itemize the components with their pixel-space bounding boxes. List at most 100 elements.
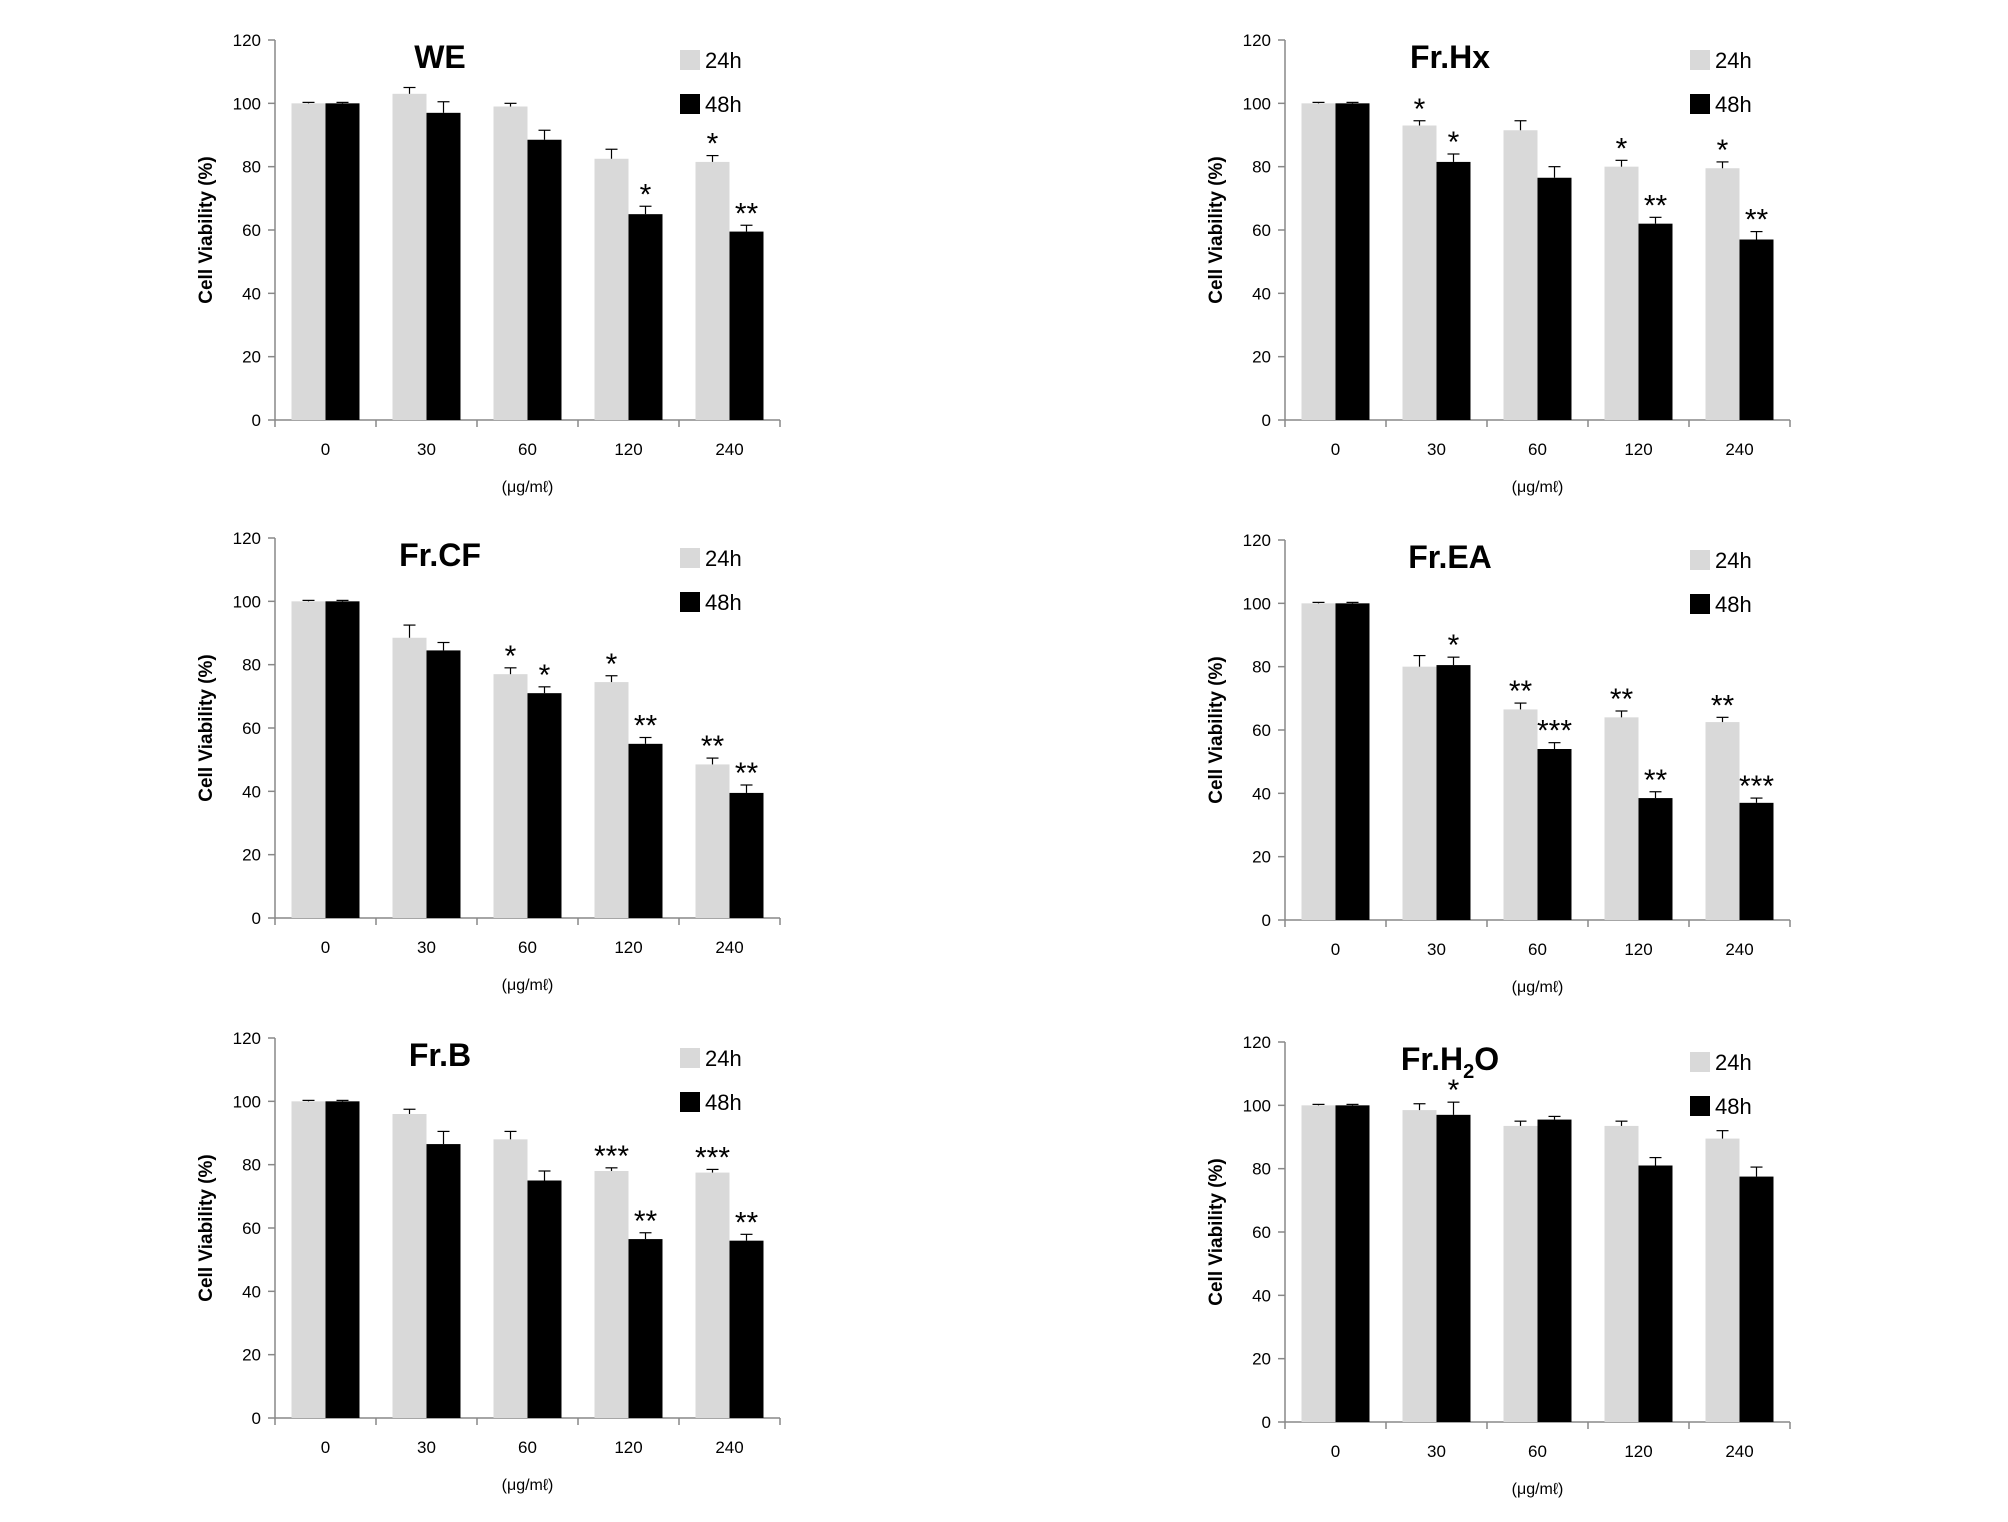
bar-24h-60 [1503, 130, 1538, 420]
error-bar-24h-240 [706, 757, 719, 765]
significance-mark-48h-240: *** [1739, 770, 1774, 803]
x-tick-label: 30 [1427, 440, 1446, 459]
error-bar-48h-120 [639, 205, 652, 215]
error-bar-48h-120 [1649, 216, 1662, 224]
chart-title: Fr.B [409, 1037, 471, 1073]
error-bar-48h-0 [336, 101, 349, 104]
chart-title: WE [414, 39, 466, 75]
bar-24h-0 [1301, 103, 1336, 420]
significance-mark-48h-240: ** [1745, 204, 1769, 237]
error-bar-48h-0 [336, 599, 349, 602]
bar-48h-30 [426, 650, 461, 918]
error-bar-48h-30 [1447, 656, 1460, 666]
y-tick-label: 40 [1252, 784, 1271, 803]
significance-mark-24h-60: * [505, 640, 517, 673]
chart-svg: 0 20 40 60 80 100 120 0 30 60 120 240 (μg/mℓ) Cell Vi… [196, 1029, 781, 1494]
bar-48h-120 [628, 1239, 663, 1418]
y-tick-label: 20 [1252, 848, 1271, 867]
x-tick-label: 30 [417, 440, 436, 459]
error-bar-24h-120 [605, 675, 618, 683]
error-bar-48h-120 [1649, 1156, 1662, 1166]
bar-48h-120 [628, 214, 663, 420]
y-tick-label: 100 [1243, 1096, 1271, 1115]
error-bar-24h-30 [1413, 120, 1426, 126]
legend-swatch-48h [680, 94, 700, 114]
error-bar-48h-0 [1346, 601, 1359, 604]
bar-48h-0 [325, 1101, 360, 1418]
error-bar-24h-60 [504, 1130, 517, 1140]
chart-panel-fr-hx: 0 20 40 60 80 100 120 0 30 60 120 240 (μg/mℓ) Cell Vi… [1200, 20, 1820, 520]
bar-48h-30 [1436, 161, 1471, 420]
y-tick-label: 80 [1252, 658, 1271, 677]
x-tick-label: 0 [321, 1438, 330, 1457]
error-bar-48h-0 [1346, 1103, 1359, 1106]
significance-mark-24h-240: ** [1711, 689, 1735, 722]
error-bar-48h-240 [740, 224, 753, 232]
x-tick-label: 30 [417, 938, 436, 957]
bar-24h-120 [594, 1171, 629, 1418]
error-bar-24h-120 [1615, 710, 1628, 718]
chart-svg: 0 20 40 60 80 100 120 0 30 60 120 240 (μg/mℓ) Cell Vi… [1206, 1033, 1791, 1498]
legend-label-48h: 48h [1715, 592, 1752, 617]
significance-mark-48h-240: ** [735, 757, 759, 790]
legend-label-24h: 24h [1715, 1050, 1752, 1075]
bar-24h-30 [1402, 666, 1437, 920]
y-tick-label: 60 [1252, 221, 1271, 240]
bar-48h-60 [1537, 177, 1572, 420]
chart-svg: 0 20 40 60 80 100 120 0 30 60 120 240 (μg/mℓ) Cell Vi… [196, 31, 781, 496]
bar-48h-120 [1638, 1165, 1673, 1422]
bar-24h-0 [291, 1101, 326, 1418]
significance-mark-48h-30: * [1448, 1074, 1460, 1107]
significance-mark-24h-120: ** [1610, 683, 1634, 716]
chart-panel-fr-ea: 0 20 40 60 80 100 120 0 30 60 120 240 (μg/mℓ) Cell Vi… [1200, 520, 1820, 1020]
error-bar-24h-60 [504, 102, 517, 107]
bar-48h-240 [1739, 1176, 1774, 1422]
y-axis-label: Cell Viability (%) [196, 156, 217, 303]
bar-24h-240 [695, 1172, 730, 1418]
y-tick-label: 80 [1252, 1160, 1271, 1179]
chart-svg: 0 20 40 60 80 100 120 0 30 60 120 240 (μg/mℓ) Cell Vi… [1206, 31, 1791, 496]
x-axis-label: (μg/mℓ) [502, 977, 554, 994]
bar-48h-0 [1335, 1105, 1370, 1422]
error-bar-48h-240 [740, 784, 753, 793]
x-axis-label: (μg/mℓ) [1512, 479, 1564, 496]
x-tick-label: 120 [1624, 440, 1652, 459]
y-tick-label: 40 [1252, 1286, 1271, 1305]
error-bar-48h-30 [1447, 153, 1460, 162]
error-bar-24h-120 [605, 148, 618, 159]
significance-mark-48h-60: *** [1537, 715, 1572, 748]
bar-48h-240 [729, 231, 764, 420]
bar-24h-240 [695, 161, 730, 420]
y-tick-label: 80 [1252, 158, 1271, 177]
error-bar-24h-0 [302, 1099, 315, 1102]
error-bar-24h-30 [403, 624, 416, 638]
x-tick-label: 120 [614, 938, 642, 957]
y-tick-label: 100 [1243, 594, 1271, 613]
bar-24h-60 [1503, 709, 1538, 920]
legend-label-24h: 24h [705, 48, 742, 73]
legend-label-24h: 24h [705, 546, 742, 571]
error-bar-48h-60 [1548, 166, 1561, 178]
legend-swatch-48h [1690, 94, 1710, 114]
chart-title: Fr.EA [1408, 539, 1492, 575]
y-tick-label: 0 [252, 909, 261, 928]
legend-label-48h: 48h [1715, 1094, 1752, 1119]
error-bar-48h-30 [437, 101, 450, 113]
error-bar-24h-240 [1716, 1130, 1729, 1139]
bar-24h-120 [1604, 717, 1639, 920]
bar-48h-30 [1436, 1114, 1471, 1422]
x-tick-label: 30 [1427, 940, 1446, 959]
bar-48h-240 [729, 1240, 764, 1418]
x-axis-label: (μg/mℓ) [502, 479, 554, 496]
legend-label-48h: 48h [705, 590, 742, 615]
bar-24h-120 [1604, 166, 1639, 420]
bar-24h-60 [1503, 1125, 1538, 1422]
bar-24h-60 [493, 106, 528, 420]
y-tick-label: 40 [242, 1282, 261, 1301]
bar-48h-60 [1537, 749, 1572, 920]
y-tick-label: 40 [1252, 284, 1271, 303]
x-tick-label: 30 [1427, 1442, 1446, 1461]
error-bar-48h-240 [1750, 797, 1763, 803]
error-bar-24h-60 [1514, 702, 1527, 710]
